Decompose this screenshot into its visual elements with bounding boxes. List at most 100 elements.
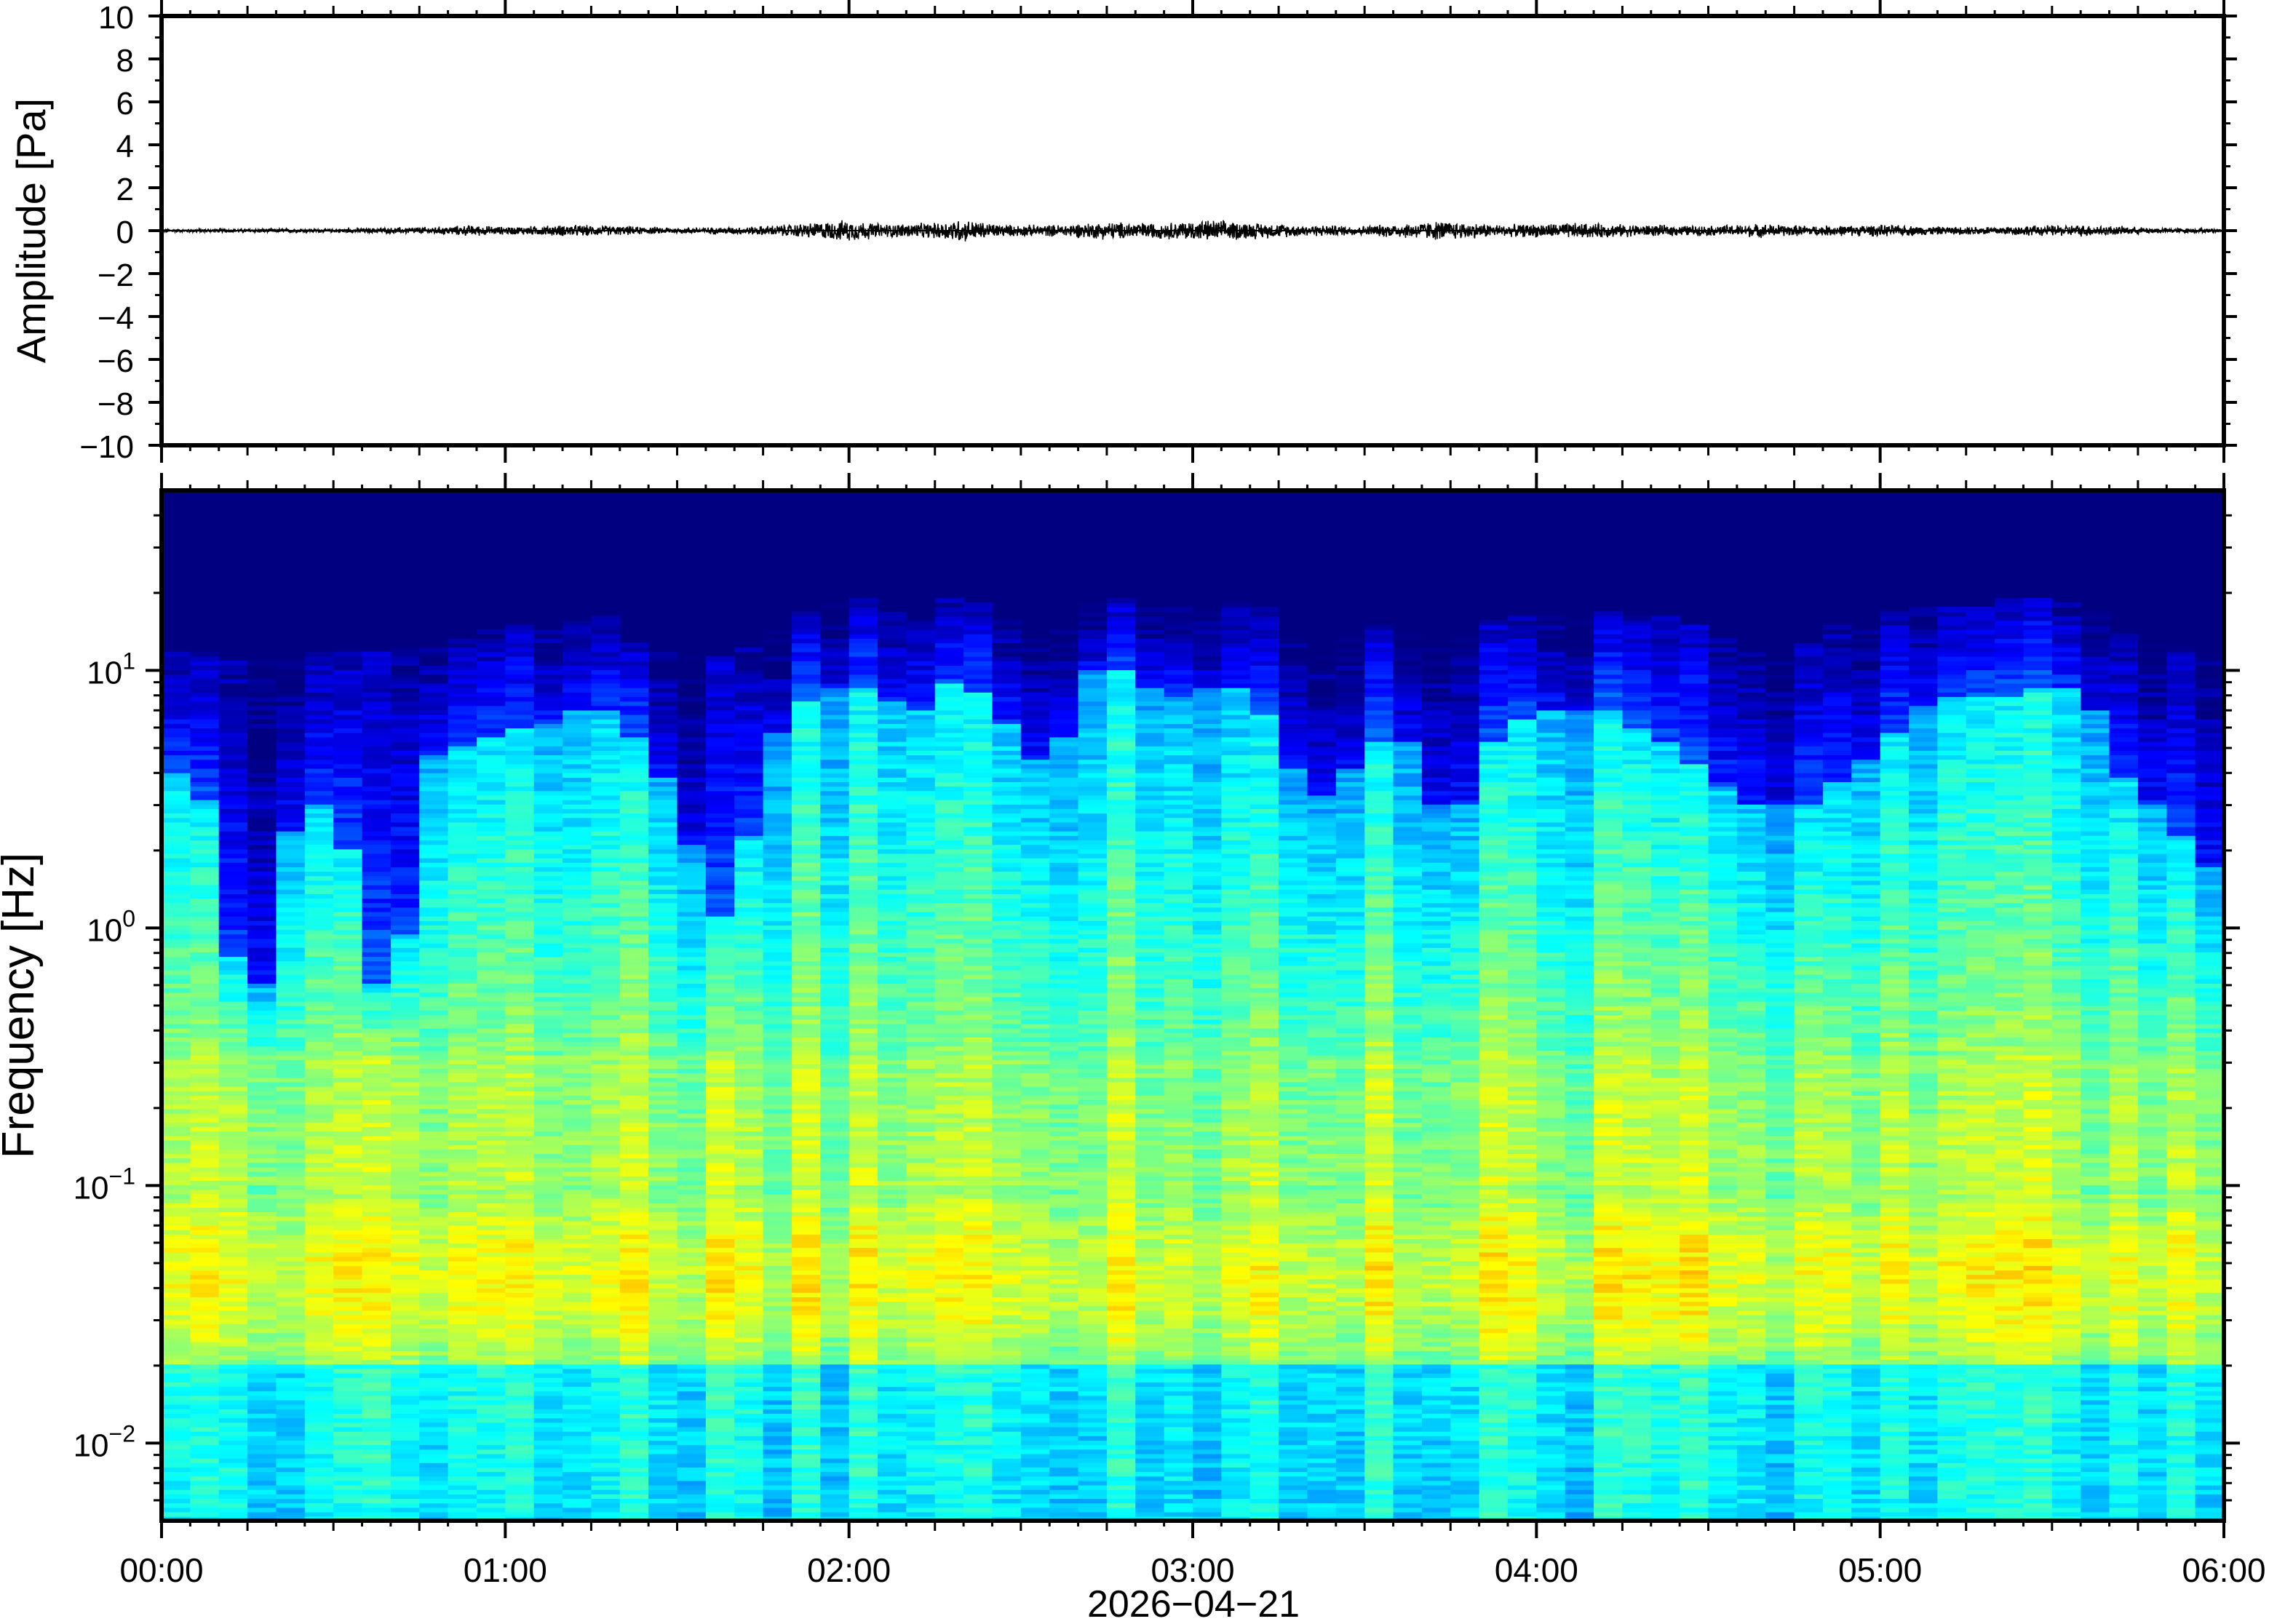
spectrogram-cell [619, 1318, 649, 1324]
spectrogram-cell [763, 1041, 792, 1047]
spectrogram-cell [591, 1131, 621, 1137]
spectrogram-cell [705, 938, 736, 944]
spectrogram-cell [533, 736, 563, 742]
spectrogram-cell [247, 911, 277, 917]
spectrogram-cell [304, 1476, 334, 1481]
spectrogram-cell [677, 808, 707, 814]
spectrogram-cell [533, 1233, 563, 1239]
spectrogram-cell [476, 915, 506, 921]
spectrogram-cell [619, 1314, 649, 1320]
spectrogram-cell [734, 1457, 764, 1463]
spectrogram-cell [476, 835, 506, 841]
spectrogram-cell [362, 1377, 392, 1382]
spectrogram-cell [619, 1270, 649, 1275]
spectrogram-cell [390, 915, 421, 921]
spectrogram-cell [304, 1054, 334, 1060]
spectrogram-cell [820, 1139, 850, 1145]
spectrogram-cell [791, 1247, 822, 1253]
spectrogram-cell [677, 1287, 707, 1293]
spectrogram-cell [591, 1453, 621, 1459]
spectrogram-cell [333, 1122, 363, 1128]
spectrogram-cell [677, 821, 707, 827]
spectrogram-cell [247, 1131, 277, 1137]
spectrogram-cell [791, 840, 822, 845]
spectrogram-cell [304, 1498, 334, 1504]
spectrogram-cell [247, 1149, 277, 1154]
spectrogram-cell [820, 938, 850, 944]
spectrogram-cell [648, 1006, 678, 1011]
spectrogram-cell [276, 723, 306, 729]
spectrogram-cell [390, 1382, 421, 1388]
spectrogram-cell [162, 1158, 191, 1163]
spectrogram-cell [247, 1359, 277, 1365]
spectrogram-cell [734, 960, 764, 966]
spectrogram-cell [820, 1265, 850, 1271]
spectrogram-cell [333, 669, 363, 675]
spectrogram-cell [591, 1511, 621, 1517]
spectrogram-cell [533, 1484, 563, 1490]
spectrogram-cell [563, 1059, 592, 1064]
spectrogram-cell [247, 1126, 277, 1132]
spectrogram-cell [677, 1417, 707, 1423]
spectrogram-cell [390, 768, 421, 773]
spectrogram-cell [476, 1260, 506, 1266]
spectrogram-cell [705, 871, 736, 877]
spectrogram-cell [448, 1131, 477, 1137]
spectrogram-cell [419, 795, 449, 800]
spectrogram-cell [390, 960, 421, 966]
spectrogram-cell [591, 853, 621, 859]
spectrogram-cell [162, 799, 191, 805]
spectrogram-cell [763, 1430, 792, 1436]
spectrogram-cell [276, 1166, 306, 1172]
spectrogram-cell [448, 795, 477, 800]
spectrogram-cell [505, 1409, 535, 1414]
spectrogram-cell [677, 1000, 707, 1006]
spectrogram-cell [505, 821, 535, 827]
spectrogram-cell [476, 745, 506, 751]
spectrogram-cell [476, 647, 506, 653]
spectrogram-cell [648, 786, 678, 792]
spectrogram-cell [476, 1131, 506, 1137]
spectrogram-cell [505, 1243, 535, 1249]
spectrogram-cell [419, 723, 449, 729]
spectrogram-cell [791, 732, 822, 738]
spectrogram-cell [190, 718, 220, 724]
spectrogram-cell [390, 1436, 421, 1441]
spectrogram-cell [333, 1198, 363, 1203]
spectrogram-cell [591, 1301, 621, 1307]
spectrogram-cell [563, 925, 592, 931]
spectrogram-cell [763, 1225, 792, 1230]
spectrogram-cell [419, 1260, 449, 1266]
spectrogram-cell [218, 835, 248, 841]
spectrogram-cell [763, 777, 792, 782]
spectrogram-cell [218, 674, 248, 680]
spectrogram-cell [333, 1507, 363, 1513]
spectrogram-cell [162, 1108, 191, 1114]
spectrogram-cell [705, 674, 736, 680]
spectrogram-cell [705, 1498, 736, 1504]
spectrogram-cell [448, 1189, 477, 1195]
spectrogram-cell [820, 1243, 850, 1249]
spectrogram-cell [849, 1292, 878, 1297]
spectrogram-cell [505, 660, 535, 666]
spectrogram-cell [820, 902, 850, 908]
spectrogram-cell [247, 884, 277, 890]
spectrogram-cell [190, 687, 220, 693]
spectrogram-cell [563, 1019, 592, 1024]
spectrogram-cell [619, 817, 649, 823]
spectrogram-cell [763, 1256, 792, 1262]
spectrogram-cell [390, 665, 421, 671]
spectrogram-cell [247, 750, 277, 756]
spectrogram-cell [333, 665, 363, 671]
spectrogram-cell [190, 987, 220, 993]
spectrogram-cell [247, 1185, 277, 1190]
spectrogram-cell [362, 844, 392, 850]
spectrogram-cell [705, 1318, 736, 1324]
spectrogram-cell [362, 1099, 392, 1105]
spectrogram-cell [390, 867, 421, 872]
spectrogram-cell [619, 1417, 649, 1423]
spectrogram-cell [419, 1000, 449, 1006]
spectrogram-cell [705, 763, 736, 769]
spectrogram-cell [563, 1233, 592, 1239]
spectrogram-cell [247, 1260, 277, 1266]
